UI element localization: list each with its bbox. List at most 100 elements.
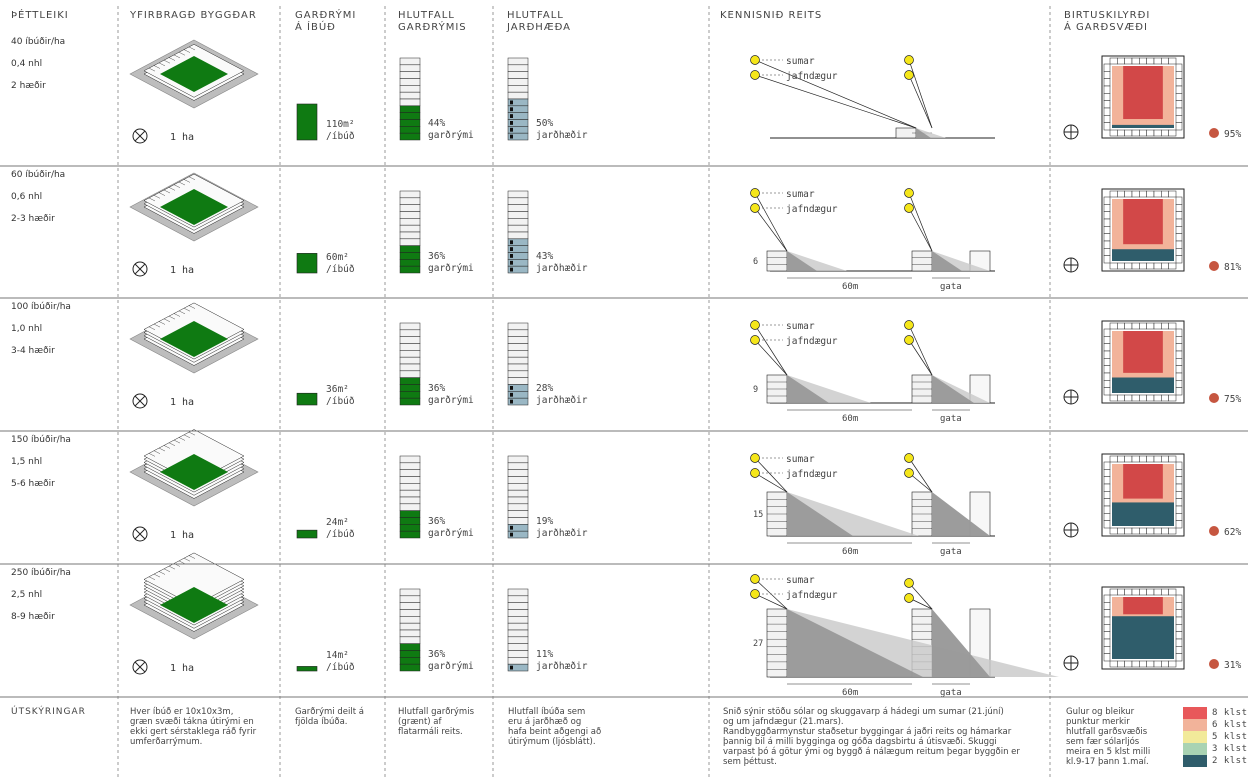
- plan-unit: [1175, 513, 1183, 521]
- plan-unit: [1103, 616, 1111, 625]
- plan-unit: [1175, 631, 1183, 640]
- plan-unit: [1117, 455, 1125, 463]
- plan-unit: [1168, 588, 1177, 596]
- yard-pct: 36%: [428, 649, 445, 660]
- plan-unit: [1131, 129, 1140, 137]
- unit-tick: [158, 321, 166, 325]
- sun-ray: [754, 74, 917, 129]
- plan-unit: [1124, 57, 1133, 65]
- ground-ratio-cell: [507, 78, 529, 86]
- plan-unit: [1109, 57, 1118, 65]
- plan-unit: [1103, 343, 1111, 352]
- unit-tick: [163, 568, 171, 572]
- row-density: 40 íbúðir/ha: [11, 37, 66, 47]
- block-overview: [129, 172, 259, 242]
- ground-door: [510, 267, 513, 272]
- sun-equinox-label: jafndægur: [786, 204, 838, 215]
- yard-ratio-cell: [399, 397, 421, 406]
- plan-unit: [1175, 520, 1183, 529]
- unit-tick: [153, 323, 161, 328]
- ground-ratio-cell: [507, 517, 529, 525]
- sun-summer-label: sumar: [786, 454, 815, 465]
- plan-unit: [1175, 226, 1183, 234]
- plan-unit: [1103, 491, 1111, 499]
- yard-ratio-cell: [399, 476, 421, 484]
- yard-unit: /íbúð: [326, 662, 355, 673]
- yard-ratio-cell: [399, 98, 421, 107]
- plan-unit: [1161, 660, 1169, 668]
- plan-unit: [1109, 660, 1118, 668]
- plan-unit: [1146, 322, 1155, 330]
- yard-value: 36m²: [326, 384, 349, 395]
- sun-pct-dot: [1209, 128, 1219, 138]
- plan-unit: [1103, 100, 1111, 109]
- plan-unit: [1109, 588, 1118, 596]
- plan-unit: [1103, 358, 1111, 366]
- sun-ray: [908, 324, 933, 376]
- footer-yard-ratio: Hlutfall garðrýmis (grænt) af flatarmáli…: [398, 707, 474, 737]
- plan-unit: [1103, 646, 1111, 654]
- plan-unit: [1168, 527, 1177, 535]
- plan-unit: [1103, 483, 1111, 492]
- sun-icon: [904, 203, 914, 213]
- sun-ray: [754, 339, 788, 376]
- plan-unit: [1103, 653, 1111, 662]
- plan-unit: [1103, 372, 1111, 381]
- plan-unit: [1103, 624, 1111, 632]
- yard-unit: /íbúð: [326, 396, 355, 407]
- ground-door: [510, 532, 513, 537]
- ground-ratio-cell: [507, 455, 529, 464]
- plan-unit: [1139, 394, 1147, 402]
- plan-unit: [1103, 122, 1111, 131]
- height-label: 9: [753, 385, 758, 395]
- unit-tick: [183, 308, 191, 312]
- plan-unit: [1153, 190, 1162, 198]
- plan-unit: [1124, 455, 1133, 463]
- plan-unit: [1131, 322, 1140, 330]
- ground-ratio-cell: [507, 370, 529, 378]
- sun-ray: [908, 192, 933, 252]
- plan-unit: [1131, 455, 1140, 463]
- height-label: 15: [753, 510, 763, 520]
- ground-ratio-cell: [507, 609, 529, 617]
- yard-ratio-cell: [399, 489, 421, 498]
- ground-ratio-cell: [507, 476, 529, 484]
- row-graphics: 1 ha 24m²/íbúð 36%garðrými 19%jarðhæðir suma…: [129, 429, 1241, 557]
- sun-pct: 75%: [1224, 394, 1241, 405]
- yard-ratio-cell: [399, 259, 421, 267]
- block-overview: [129, 302, 259, 374]
- area-label: 1 ha: [170, 530, 194, 541]
- block-overview: [129, 39, 259, 109]
- plan-unit: [1161, 262, 1169, 270]
- header-section: KENNISNIÐ REITS: [720, 10, 823, 21]
- plan-unit: [1161, 322, 1169, 330]
- plan-unit: [1175, 115, 1183, 123]
- unit-tick: [153, 195, 161, 199]
- yard-pct: 36%: [428, 516, 445, 527]
- row-floors: 5-6 hæðir: [11, 479, 55, 489]
- width-label: 60m: [842, 414, 858, 424]
- header-density: ÞÉTTLEIKI: [11, 10, 69, 21]
- sun-icon: [904, 55, 914, 65]
- plan-sun-zone: [1123, 464, 1163, 499]
- unit-tick: [158, 62, 166, 67]
- unit-tick: [173, 439, 181, 444]
- plan-unit: [1161, 527, 1169, 535]
- plan-unit: [1175, 594, 1183, 603]
- section-drawing: sumar jafndægur: [750, 55, 995, 139]
- legend-swatch: [1183, 707, 1207, 719]
- plan-unit: [1175, 638, 1183, 647]
- yard-ratio-cell: [399, 211, 421, 219]
- sunlight-plan: [1101, 188, 1185, 272]
- ground-ratio-cell: [507, 602, 529, 610]
- plan-unit: [1117, 57, 1125, 65]
- unit-tick: [178, 560, 186, 565]
- unit-tick: [188, 305, 196, 309]
- ground-pct-text: jarðhæðir: [536, 130, 588, 141]
- unit-tick: [188, 555, 196, 559]
- plan-unit: [1109, 129, 1118, 137]
- plan-unit: [1168, 322, 1177, 330]
- plan-unit: [1103, 71, 1111, 79]
- plan-unit: [1131, 394, 1140, 402]
